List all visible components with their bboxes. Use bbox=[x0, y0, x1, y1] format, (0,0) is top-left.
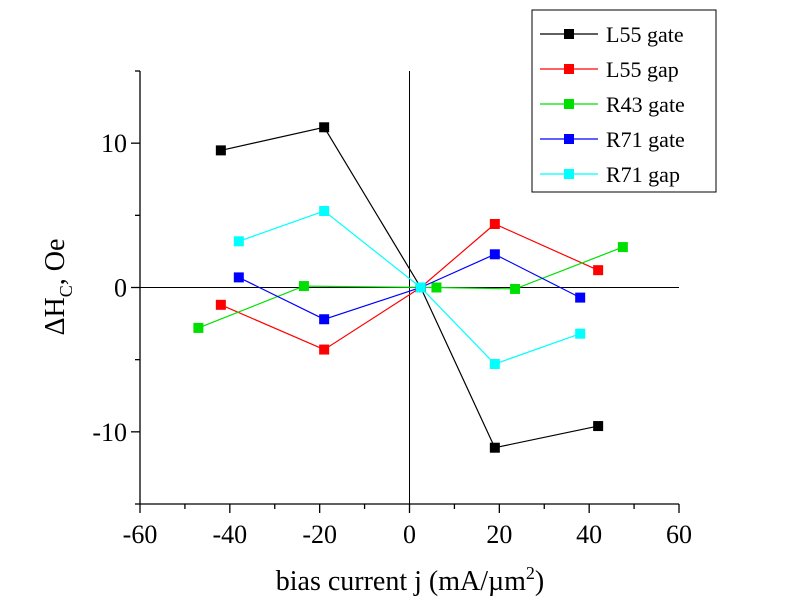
y-tick-label: 10 bbox=[101, 129, 127, 158]
x-tick-label: -60 bbox=[123, 520, 158, 549]
data-point bbox=[489, 442, 500, 453]
y-axis-title: ΔHC, Oe bbox=[40, 239, 76, 336]
legend-marker bbox=[564, 134, 574, 144]
data-point bbox=[298, 281, 309, 292]
legend-label: R71 gap bbox=[606, 162, 680, 187]
x-tick-label: 0 bbox=[403, 520, 416, 549]
x-tick-label: 60 bbox=[666, 520, 692, 549]
data-point bbox=[233, 236, 244, 247]
series-layer bbox=[193, 122, 628, 453]
data-point bbox=[575, 328, 586, 339]
legend-label: L55 gap bbox=[606, 57, 679, 82]
legend-marker bbox=[564, 169, 574, 179]
data-point bbox=[510, 283, 521, 294]
legend-entry: L55 gap bbox=[540, 57, 679, 82]
data-point bbox=[593, 421, 604, 432]
tick-labels: -60 -40 -20 0 20 40 60 -10 0 10 bbox=[92, 129, 692, 549]
data-point bbox=[489, 249, 500, 260]
legend-marker bbox=[564, 64, 574, 74]
legend-label: R43 gate bbox=[606, 92, 685, 117]
data-point bbox=[193, 322, 204, 333]
data-point bbox=[233, 272, 244, 283]
legend-entry: R43 gate bbox=[540, 92, 685, 117]
legend: L55 gate L55 gap R43 gate R71 gate R71 gap bbox=[531, 9, 717, 193]
y-tick-label: -10 bbox=[92, 418, 127, 447]
data-point bbox=[575, 292, 586, 303]
data-point bbox=[593, 265, 604, 276]
legend-entry: R71 gate bbox=[540, 127, 685, 152]
data-point bbox=[415, 282, 426, 293]
x-tick-label: -20 bbox=[302, 520, 337, 549]
data-point bbox=[319, 122, 330, 133]
data-point bbox=[431, 282, 442, 293]
legend-label: L55 gate bbox=[606, 22, 684, 47]
legend-entry: R71 gap bbox=[540, 162, 680, 187]
data-point bbox=[319, 344, 330, 355]
data-point bbox=[319, 206, 330, 217]
data-point bbox=[215, 299, 226, 310]
data-point bbox=[319, 314, 330, 325]
legend-frame bbox=[531, 9, 717, 193]
series-2 bbox=[193, 242, 628, 333]
x-tick-label: 20 bbox=[486, 520, 512, 549]
legend-marker bbox=[564, 99, 574, 109]
data-point bbox=[617, 242, 628, 253]
y-tick-label: 0 bbox=[114, 274, 127, 303]
data-point bbox=[489, 218, 500, 229]
data-point bbox=[489, 358, 500, 369]
data-point bbox=[215, 145, 226, 156]
legend-marker bbox=[564, 29, 574, 39]
x-tick-label: -40 bbox=[212, 520, 247, 549]
x-tick-label: 40 bbox=[576, 520, 602, 549]
legend-label: R71 gate bbox=[606, 127, 685, 152]
x-axis-title: bias current j (mA/µm2) bbox=[276, 563, 545, 597]
legend-entry: L55 gate bbox=[540, 22, 684, 47]
series-4 bbox=[233, 206, 586, 369]
